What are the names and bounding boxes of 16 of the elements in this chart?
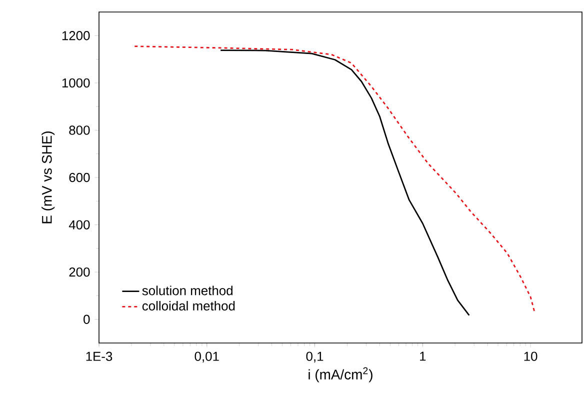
- x-tick-label: 1: [420, 352, 426, 361]
- x-tick-label: 10: [524, 352, 538, 361]
- y-tick-label: 1000: [62, 78, 90, 88]
- y-tick-label: 600: [69, 172, 90, 182]
- legend-label: solution method: [142, 286, 232, 296]
- y-axis-title: E (mV vs SHE): [42, 131, 55, 224]
- x-tick-label: 0,1: [306, 352, 324, 362]
- legend-label: colloidal method: [142, 301, 235, 311]
- y-tick-label: 1200: [62, 31, 90, 40]
- x-tick-label: 1E-3: [86, 352, 112, 361]
- x-tick-label: 0,01: [194, 352, 219, 362]
- y-tick-label: 400: [68, 220, 90, 230]
- y-tick-label: 800: [69, 126, 90, 135]
- y-tick-label: 200: [69, 267, 90, 277]
- x-axis-title: i (mA/cm$^{2}$): [308, 367, 372, 382]
- y-tick-label: 0: [84, 314, 90, 324]
